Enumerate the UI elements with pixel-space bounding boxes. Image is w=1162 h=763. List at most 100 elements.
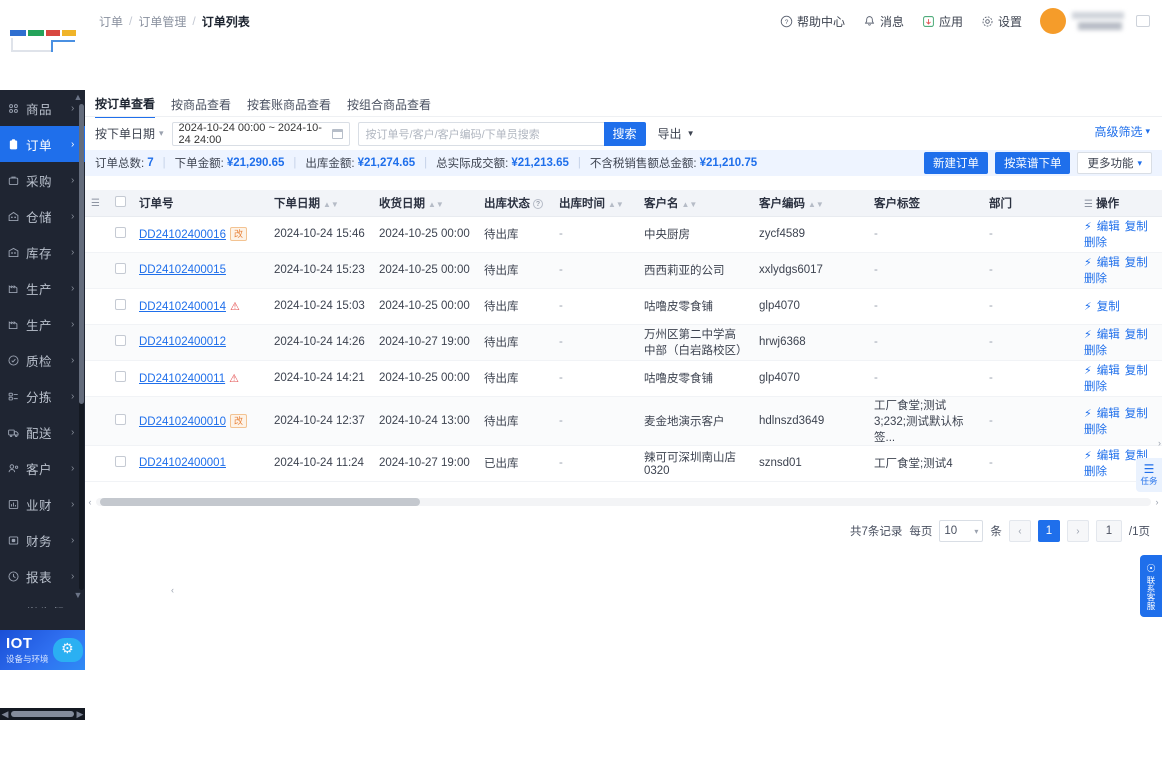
new-order-button[interactable]: 新建订单: [923, 152, 988, 174]
sidebar-item-6[interactable]: 生产 ›: [0, 270, 85, 306]
view-tab-4[interactable]: 按组合商品查看: [347, 97, 432, 112]
action-1[interactable]: 编辑: [1096, 407, 1120, 420]
table-hscrollbar[interactable]: ‹ ›: [85, 495, 1162, 509]
table-row[interactable]: DD24102400016 改 2024-10-24 15:46 2024-10-25…: [85, 216, 1162, 253]
table-row[interactable]: DD24102400012 2024-10-24 14:26 2024-10-27 …: [85, 324, 1162, 361]
page-jump-input[interactable]: 1: [1095, 520, 1122, 542]
table-row[interactable]: DD24102400011 ⚠ 2024-10-24 14:21 2024-10-25…: [85, 360, 1162, 397]
action-3[interactable]: 删除: [1084, 345, 1107, 357]
date-field-select[interactable]: 按下单日期 ▾: [95, 125, 164, 142]
breadcrumb-level-1[interactable]: 订单: [99, 14, 124, 29]
action-2[interactable]: 复制: [1124, 329, 1148, 341]
search-input[interactable]: 按订单号/客户/客户编码/下单员搜索: [357, 121, 604, 146]
cell-order-no[interactable]: DD24102400016 改: [133, 216, 268, 253]
sidebar-item-4[interactable]: 仓储 ›: [0, 198, 85, 234]
iot-banner[interactable]: IOT 设备与环境: [0, 630, 85, 670]
expand-icon[interactable]: [1136, 15, 1150, 27]
column-header-1[interactable]: 订单号: [133, 190, 268, 217]
action-1[interactable]: 编辑: [1096, 257, 1120, 269]
action-3[interactable]: 删除: [1084, 381, 1107, 393]
cell-order-no[interactable]: DD24102400010 改: [133, 396, 268, 446]
sidebar-item-2[interactable]: 订单 ›: [0, 126, 85, 162]
bolt-icon[interactable]: ⚡: [1084, 257, 1092, 269]
sidebar-item-10[interactable]: 配送 ›: [0, 414, 85, 450]
column-header-7[interactable]: 客户编码 ▲▼: [753, 190, 868, 217]
per-page-select[interactable]: 10 ▾: [939, 520, 984, 542]
view-tab-3[interactable]: 按套账商品查看: [247, 97, 332, 112]
bolt-icon[interactable]: ⚡: [1084, 221, 1092, 233]
column-header-10[interactable]: ☰ 操作: [1078, 190, 1162, 217]
date-range-input[interactable]: 2024-10-24 00:00 ~ 2024-10-24 24:00: [171, 121, 350, 146]
action-2[interactable]: 复制: [1124, 365, 1148, 377]
cell-order-no[interactable]: DD24102400011 ⚠: [133, 360, 268, 397]
recipe-order-button[interactable]: 按菜谱下单: [994, 152, 1071, 174]
action-1[interactable]: 复制: [1096, 301, 1120, 313]
row-checkbox[interactable]: [109, 216, 133, 253]
breadcrumb-level-2[interactable]: 订单管理: [138, 14, 187, 29]
cell-order-no[interactable]: DD24102400015: [133, 252, 268, 289]
row-checkbox[interactable]: [109, 288, 133, 325]
row-checkbox[interactable]: [109, 324, 133, 361]
bolt-icon[interactable]: ⚡: [1084, 365, 1092, 377]
sidebar-item-15[interactable]: 学生餐›: [0, 594, 85, 609]
sidebar-item-9[interactable]: 分拣 ›: [0, 378, 85, 414]
column-header-8[interactable]: 客户标签: [868, 190, 983, 217]
sidebar-item-12[interactable]: 业财 ›: [0, 486, 85, 522]
action-2[interactable]: 复制: [1124, 221, 1148, 233]
bolt-icon[interactable]: ⚡: [1084, 301, 1092, 313]
sidebar-item-7[interactable]: 生产 ›: [0, 306, 85, 342]
action-1[interactable]: 编辑: [1096, 365, 1120, 377]
sidebar-item-11[interactable]: 客户 ›: [0, 450, 85, 486]
contact-service-button[interactable]: ☉ 联系客服: [1140, 555, 1162, 617]
scroll-down-icon[interactable]: ▼: [73, 590, 83, 600]
scroll-left-icon[interactable]: ‹: [88, 497, 92, 507]
action-1[interactable]: 编辑: [1096, 450, 1120, 462]
cell-order-no[interactable]: DD24102400012: [133, 324, 268, 361]
sidebar-collapse-handle[interactable]: ‹: [171, 585, 174, 595]
search-button[interactable]: 搜索: [603, 121, 646, 146]
message-button[interactable]: 消息: [863, 13, 904, 30]
prev-page-button[interactable]: ‹: [1008, 520, 1031, 542]
select-all-checkbox-header[interactable]: [109, 190, 133, 217]
action-1[interactable]: 编辑: [1096, 221, 1120, 233]
column-header-4[interactable]: 出库状态?: [478, 190, 553, 217]
view-tab-1[interactable]: 按订单查看: [95, 95, 156, 118]
export-button[interactable]: 导出 ▼: [658, 125, 695, 142]
settings-button[interactable]: 设置: [981, 13, 1022, 30]
scroll-left-icon[interactable]: ◀: [1, 708, 9, 719]
row-checkbox[interactable]: [109, 252, 133, 289]
table-row[interactable]: DD24102400014 ⚠ 2024-10-24 15:03 2024-10-25…: [85, 288, 1162, 325]
next-page-button[interactable]: ›: [1066, 520, 1089, 542]
action-2[interactable]: 复制: [1124, 407, 1148, 420]
bolt-icon[interactable]: ⚡: [1084, 329, 1092, 341]
sidebar-item-1[interactable]: 商品 ›: [0, 90, 85, 126]
column-header-6[interactable]: 客户名 ▲▼: [638, 190, 753, 217]
row-checkbox[interactable]: [109, 445, 133, 482]
hscroll-thumb[interactable]: [100, 498, 420, 506]
table-row[interactable]: DD24102400010 改 2024-10-24 12:37 2024-10-24…: [85, 396, 1162, 446]
scroll-up-icon[interactable]: ▲: [73, 92, 83, 102]
row-checkbox[interactable]: [109, 360, 133, 397]
sidebar-item-13[interactable]: 财务 ›: [0, 522, 85, 558]
table-row[interactable]: DD24102400015 2024-10-24 15:23 2024-10-25 …: [85, 252, 1162, 289]
scroll-right-icon[interactable]: ›: [1155, 497, 1159, 507]
user-menu[interactable]: [1040, 8, 1150, 34]
cell-order-no[interactable]: DD24102400001: [133, 445, 268, 482]
column-header-5[interactable]: 出库时间 ▲▼: [553, 190, 638, 217]
action-3[interactable]: 删除: [1084, 423, 1107, 436]
page-1-button[interactable]: 1: [1037, 520, 1060, 542]
cell-order-no[interactable]: DD24102400014 ⚠: [133, 288, 268, 325]
sidebar-hscroll-thumb[interactable]: [11, 711, 74, 717]
advanced-filter-toggle[interactable]: 高级筛选 ▾: [1094, 123, 1150, 140]
column-filter-icon[interactable]: ☰: [85, 190, 109, 217]
view-tab-2[interactable]: 按商品查看: [171, 97, 232, 112]
column-header-9[interactable]: 部门: [983, 190, 1078, 217]
task-button[interactable]: ☰ 任务: [1136, 458, 1162, 492]
column-header-2[interactable]: 下单日期 ▲▼: [268, 190, 373, 217]
action-1[interactable]: 编辑: [1096, 329, 1120, 341]
scroll-right-icon[interactable]: ▶: [76, 708, 84, 719]
action-3[interactable]: 删除: [1084, 273, 1107, 285]
action-3[interactable]: 删除: [1084, 237, 1107, 249]
bolt-icon[interactable]: ⚡: [1084, 450, 1092, 462]
action-2[interactable]: 复制: [1124, 257, 1148, 269]
